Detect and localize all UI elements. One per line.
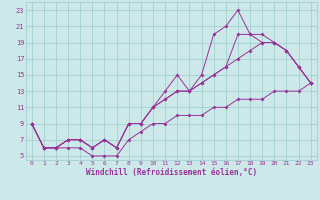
X-axis label: Windchill (Refroidissement éolien,°C): Windchill (Refroidissement éolien,°C) bbox=[86, 168, 257, 177]
